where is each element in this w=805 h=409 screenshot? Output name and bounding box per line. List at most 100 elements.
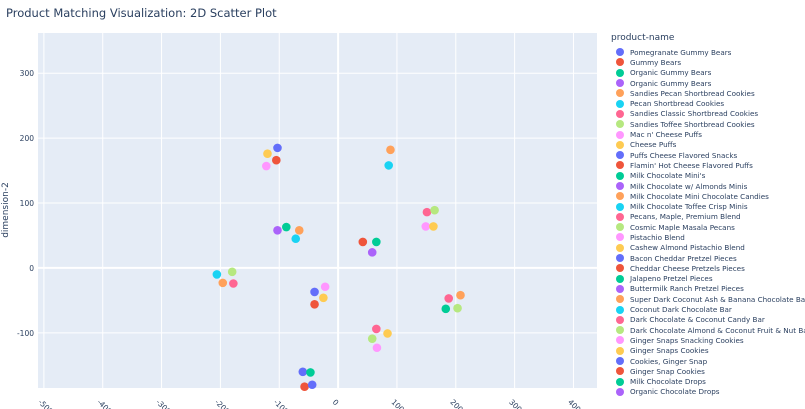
data-point[interactable] bbox=[386, 145, 395, 155]
legend-marker-icon bbox=[616, 357, 624, 366]
data-point[interactable] bbox=[319, 293, 328, 303]
data-point[interactable] bbox=[453, 303, 462, 313]
legend-label: Pecans, Maple, Premium Blend bbox=[630, 212, 741, 222]
data-points[interactable] bbox=[212, 143, 465, 392]
legend-label: Ginger Snaps Snacking Cookies bbox=[630, 335, 744, 345]
data-point[interactable] bbox=[273, 225, 282, 235]
legend-item[interactable]: Buttermilk Ranch Pretzel Pieces bbox=[608, 284, 805, 294]
data-point[interactable] bbox=[282, 222, 291, 232]
data-point[interactable] bbox=[212, 270, 222, 279]
data-point[interactable] bbox=[372, 324, 381, 334]
legend-label: Cheddar Cheese Pretzels Pieces bbox=[630, 263, 745, 273]
legend-label: Jalapeno Pretzel Pieces bbox=[630, 274, 713, 284]
legend-item[interactable]: Milk Chocolate Mini's bbox=[608, 171, 805, 181]
data-point[interactable] bbox=[367, 334, 377, 343]
legend-item[interactable]: Sandies Toffee Shortbread Cookies bbox=[608, 119, 805, 129]
legend-label: Bacon Cheddar Pretzel Pieces bbox=[630, 253, 737, 263]
legend-item[interactable]: Super Dark Coconut Ash & Banana Chocolat… bbox=[608, 294, 805, 304]
legend-marker-icon bbox=[616, 58, 624, 67]
data-point[interactable] bbox=[372, 237, 381, 247]
data-point[interactable] bbox=[421, 222, 431, 231]
legend-item[interactable]: Milk Chocolate Toffee Crisp Minis bbox=[608, 201, 805, 211]
legend-item[interactable]: Bacon Cheddar Pretzel Pieces bbox=[608, 253, 805, 263]
data-point[interactable] bbox=[300, 382, 309, 392]
legend-item[interactable]: Milk Chocolate Mini Chocolate Candies bbox=[608, 191, 805, 201]
legend-marker-icon bbox=[616, 140, 624, 149]
data-point[interactable] bbox=[422, 207, 432, 217]
legend-item[interactable]: Gummy Bears bbox=[608, 57, 805, 67]
legend-item[interactable]: Sandies Pecan Shortbread Cookies bbox=[608, 88, 805, 98]
legend-marker-icon bbox=[616, 161, 624, 170]
x-tick-label: 400 bbox=[566, 398, 583, 409]
data-point[interactable] bbox=[291, 234, 301, 244]
legend-item[interactable]: Sandies Classic Shortbread Cookies bbox=[608, 109, 805, 119]
x-tick-label: 200 bbox=[448, 398, 465, 409]
data-point[interactable] bbox=[263, 149, 272, 159]
data-point[interactable] bbox=[218, 278, 228, 288]
legend-item[interactable]: Puffs Cheese Flavored Snacks bbox=[608, 150, 805, 160]
legend-item[interactable]: Mac n' Cheese Puffs bbox=[608, 129, 805, 139]
legend-item[interactable]: Milk Chocolate Drops bbox=[608, 377, 805, 387]
legend-item[interactable]: Pecan Shortbread Cookies bbox=[608, 98, 805, 108]
data-point[interactable] bbox=[227, 267, 237, 277]
legend-item[interactable]: Dark Chocolate Almond & Coconut Fruit & … bbox=[608, 325, 805, 335]
legend-title: product-name bbox=[611, 33, 675, 43]
data-point[interactable] bbox=[310, 299, 319, 309]
legend[interactable]: product-name Pomegranate Gummy Bears Gumm… bbox=[608, 33, 805, 409]
data-point[interactable] bbox=[384, 161, 393, 170]
data-point[interactable] bbox=[430, 205, 439, 215]
data-point[interactable] bbox=[310, 287, 319, 297]
legend-items[interactable]: Pomegranate Gummy Bears Gummy Bears Organi… bbox=[608, 47, 805, 397]
data-point[interactable] bbox=[273, 143, 282, 153]
legend-marker-icon bbox=[616, 79, 624, 88]
legend-item[interactable]: Pistachio Blend bbox=[608, 232, 805, 242]
legend-marker-icon bbox=[616, 212, 624, 221]
data-point[interactable] bbox=[294, 225, 304, 235]
legend-item[interactable]: Coconut Dark Chocolate Bar bbox=[608, 304, 805, 314]
legend-marker-icon bbox=[616, 89, 624, 98]
data-point[interactable] bbox=[441, 304, 451, 314]
legend-item[interactable]: Cheese Puffs bbox=[608, 140, 805, 150]
legend-item[interactable]: Cashew Almond Pistachio Blend bbox=[608, 243, 805, 253]
data-point[interactable] bbox=[358, 237, 368, 247]
legend-marker-icon bbox=[616, 367, 624, 376]
data-point[interactable] bbox=[372, 343, 382, 353]
legend-marker-icon bbox=[616, 284, 624, 293]
legend-item[interactable]: Organic Gummy Bears bbox=[608, 68, 805, 78]
data-point[interactable] bbox=[306, 368, 315, 377]
data-point[interactable] bbox=[229, 279, 238, 288]
data-point[interactable] bbox=[272, 155, 281, 165]
data-point[interactable] bbox=[444, 294, 454, 303]
legend-item[interactable]: Ginger Snaps Cookies bbox=[608, 346, 805, 356]
legend-item[interactable]: Organic Chocolate Drops bbox=[608, 387, 805, 397]
legend-item[interactable]: Ginger Snap Cookies bbox=[608, 366, 805, 376]
y-tick-label: 100 bbox=[20, 199, 35, 208]
legend-item[interactable]: Jalapeno Pretzel Pieces bbox=[608, 274, 805, 284]
y-axis-label: dimension-2 bbox=[1, 182, 11, 238]
data-point[interactable] bbox=[383, 329, 392, 338]
data-point[interactable] bbox=[367, 248, 377, 257]
data-point[interactable] bbox=[307, 380, 317, 390]
legend-item[interactable]: Pomegranate Gummy Bears bbox=[608, 47, 805, 57]
legend-marker-icon bbox=[616, 346, 624, 355]
legend-item[interactable]: Organic Gummy Bears bbox=[608, 78, 805, 88]
legend-label: Dark Chocolate & Coconut Candy Bar bbox=[630, 315, 765, 325]
data-point[interactable] bbox=[262, 161, 271, 171]
legend-item[interactable]: Ginger Snaps Snacking Cookies bbox=[608, 335, 805, 345]
data-point[interactable] bbox=[429, 222, 438, 231]
legend-marker-icon bbox=[616, 99, 624, 108]
legend-item[interactable]: Cheddar Cheese Pretzels Pieces bbox=[608, 263, 805, 273]
legend-item[interactable]: Milk Chocolate w/ Almonds Minis bbox=[608, 181, 805, 191]
data-point[interactable] bbox=[320, 282, 330, 292]
legend-item[interactable]: Pecans, Maple, Premium Blend bbox=[608, 212, 805, 222]
legend-item[interactable]: Cosmic Maple Masala Pecans bbox=[608, 222, 805, 232]
legend-item[interactable]: Cookies, Ginger Snap bbox=[608, 356, 805, 366]
legend-item[interactable]: Dark Chocolate & Coconut Candy Bar bbox=[608, 315, 805, 325]
legend-marker-icon bbox=[616, 68, 624, 77]
data-point[interactable] bbox=[298, 367, 308, 377]
legend-item[interactable]: Flamin' Hot Cheese Flavored Puffs bbox=[608, 160, 805, 170]
legend-marker-icon bbox=[616, 182, 624, 190]
legend-label: Sandies Classic Shortbread Cookies bbox=[630, 109, 759, 119]
data-point[interactable] bbox=[456, 290, 465, 300]
